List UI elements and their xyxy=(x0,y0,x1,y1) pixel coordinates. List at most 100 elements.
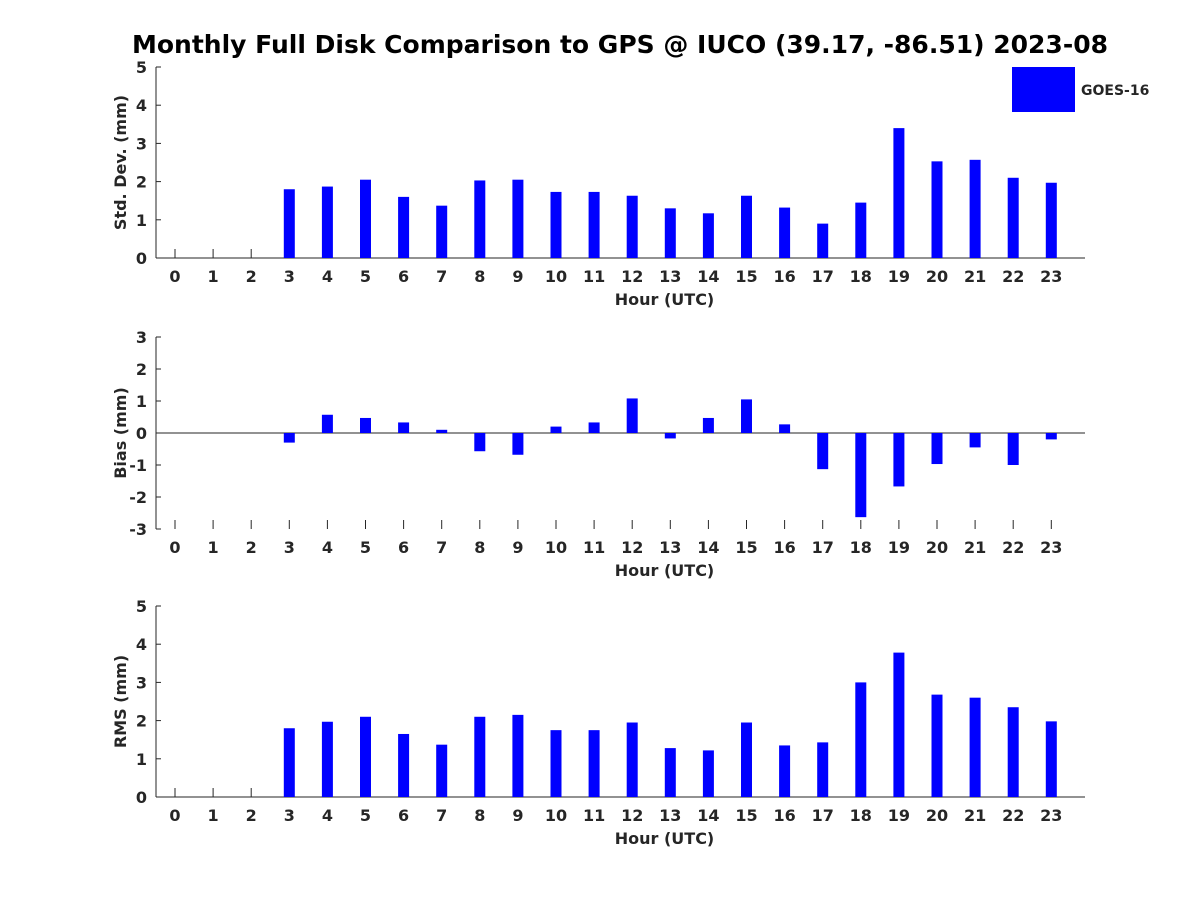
x-tick-label: 12 xyxy=(621,538,643,557)
x-tick-label: 2 xyxy=(246,806,257,825)
x-tick-label: 1 xyxy=(208,538,219,557)
bar xyxy=(321,721,333,797)
x-tick-label: 0 xyxy=(169,806,180,825)
x-axis-label: Hour (UTC) xyxy=(615,829,715,848)
x-axis-label: Hour (UTC) xyxy=(615,561,715,580)
x-tick-label: 9 xyxy=(512,267,523,286)
y-tick-label: 0 xyxy=(136,424,147,443)
bar xyxy=(855,433,867,518)
y-tick-label: 0 xyxy=(136,249,147,268)
bar xyxy=(398,422,410,433)
x-tick-label: 9 xyxy=(512,806,523,825)
x-tick-label: 6 xyxy=(398,806,409,825)
bar xyxy=(664,433,676,439)
bar xyxy=(550,191,562,258)
x-tick-label: 16 xyxy=(773,806,795,825)
x-tick-label: 12 xyxy=(621,806,643,825)
bar xyxy=(436,429,448,433)
x-tick-label: 0 xyxy=(169,267,180,286)
y-tick-label: 3 xyxy=(136,673,147,692)
bar xyxy=(779,424,791,433)
y-tick-label: 4 xyxy=(136,635,147,654)
x-tick-label: 5 xyxy=(360,267,371,286)
bar xyxy=(817,223,829,258)
bar xyxy=(1045,433,1057,440)
x-tick-label: 19 xyxy=(888,806,910,825)
bar xyxy=(817,433,829,470)
x-tick-label: 18 xyxy=(850,538,872,557)
bar xyxy=(398,733,410,797)
x-tick-label: 11 xyxy=(583,538,605,557)
bar xyxy=(969,433,981,448)
x-tick-label: 14 xyxy=(697,806,719,825)
bar xyxy=(1007,177,1019,258)
bar xyxy=(969,697,981,797)
y-tick-label: 1 xyxy=(136,750,147,769)
bar xyxy=(588,191,600,258)
x-tick-label: 21 xyxy=(964,806,986,825)
bar xyxy=(474,180,486,258)
x-tick-label: 7 xyxy=(436,267,447,286)
bar xyxy=(969,159,981,258)
y-tick-label: -1 xyxy=(129,456,147,475)
x-tick-label: 22 xyxy=(1002,806,1024,825)
x-tick-label: 3 xyxy=(284,267,295,286)
legend-label: GOES-16 xyxy=(1081,83,1149,99)
x-tick-label: 14 xyxy=(697,267,719,286)
bar xyxy=(779,745,791,797)
x-tick-label: 8 xyxy=(474,267,485,286)
bar xyxy=(702,417,714,433)
y-tick-label: 4 xyxy=(136,96,147,115)
x-tick-label: 23 xyxy=(1040,538,1062,557)
x-tick-label: 14 xyxy=(697,538,719,557)
x-tick-label: 15 xyxy=(735,538,757,557)
x-tick-label: 4 xyxy=(322,806,333,825)
x-tick-label: 16 xyxy=(773,267,795,286)
legend: GOES-16 xyxy=(1012,67,1149,112)
bar xyxy=(398,196,410,258)
x-tick-label: 9 xyxy=(512,538,523,557)
legend-swatch xyxy=(1012,67,1075,112)
x-tick-label: 23 xyxy=(1040,806,1062,825)
bar xyxy=(321,186,333,258)
y-tick-label: 2 xyxy=(136,173,147,192)
y-tick-label: 3 xyxy=(136,134,147,153)
x-tick-label: 20 xyxy=(926,267,948,286)
bar xyxy=(741,722,752,797)
x-tick-label: 17 xyxy=(812,538,834,557)
x-tick-label: 20 xyxy=(926,538,948,557)
bar xyxy=(512,433,524,455)
x-tick-label: 1 xyxy=(208,267,219,286)
x-tick-label: 18 xyxy=(850,267,872,286)
x-tick-label: 19 xyxy=(888,267,910,286)
x-tick-label: 21 xyxy=(964,538,986,557)
y-axis-label: Bias (mm) xyxy=(111,387,130,479)
bar xyxy=(360,716,371,797)
x-tick-label: 13 xyxy=(659,806,681,825)
bar xyxy=(512,179,524,258)
bar xyxy=(664,748,676,797)
x-tick-label: 15 xyxy=(735,806,757,825)
bar xyxy=(702,213,714,258)
figure-title: Monthly Full Disk Comparison to GPS @ IU… xyxy=(132,30,1108,59)
bar xyxy=(741,195,752,258)
bar xyxy=(588,730,600,797)
x-axis-label: Hour (UTC) xyxy=(615,290,715,309)
x-tick-label: 4 xyxy=(322,538,333,557)
x-tick-label: 13 xyxy=(659,267,681,286)
x-tick-label: 7 xyxy=(436,538,447,557)
x-tick-label: 22 xyxy=(1002,267,1024,286)
x-tick-label: 8 xyxy=(474,806,485,825)
bar xyxy=(893,652,905,797)
bar xyxy=(741,399,752,433)
x-tick-label: 0 xyxy=(169,538,180,557)
bar xyxy=(360,417,371,433)
y-axis-label: Std. Dev. (mm) xyxy=(111,95,130,230)
y-tick-label: 1 xyxy=(136,211,147,230)
bar xyxy=(550,730,562,797)
x-tick-label: 3 xyxy=(284,538,295,557)
bar xyxy=(1007,433,1019,465)
x-tick-label: 5 xyxy=(360,806,371,825)
bar xyxy=(664,208,676,258)
bar xyxy=(588,422,600,433)
